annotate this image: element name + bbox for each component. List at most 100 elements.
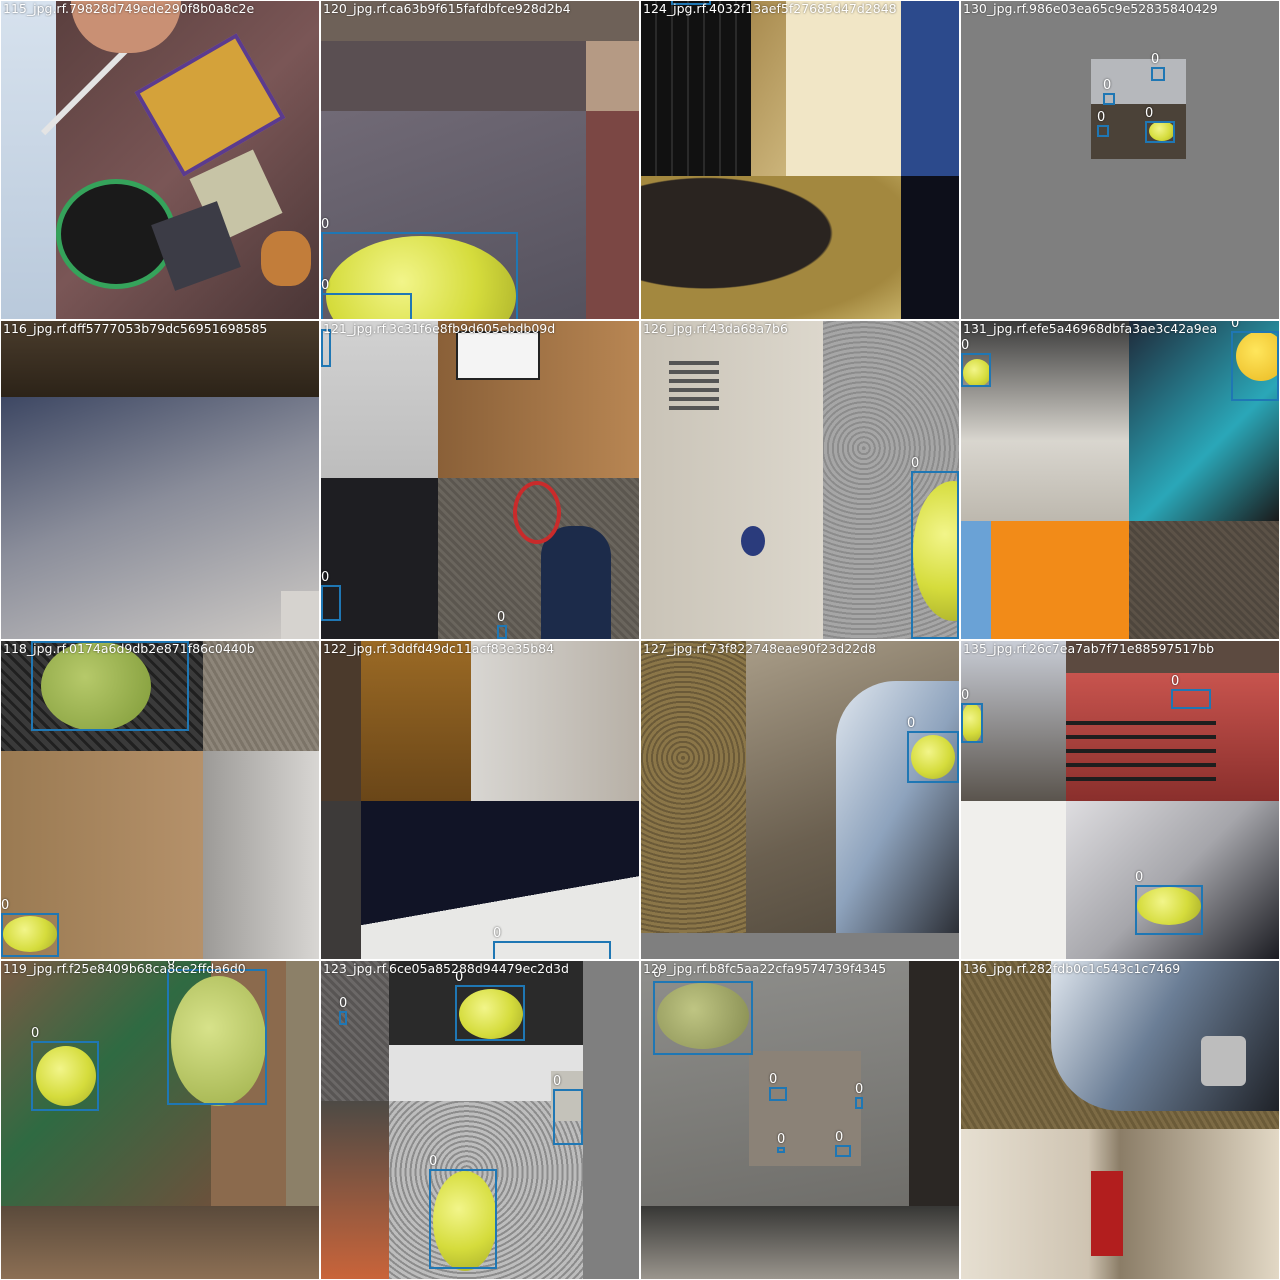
tile-filename: 126_jpg.rf.43da68a7b6 — [643, 321, 788, 336]
tile-filename: 135_jpg.rf.26c7ea7ab7f71e88597517bb — [963, 641, 1215, 656]
class-label: 0 — [1151, 52, 1160, 67]
image-region — [321, 641, 361, 801]
tennis-ball — [1149, 121, 1175, 141]
image-region — [321, 41, 586, 111]
detection-box — [321, 329, 331, 367]
class-label: 0 — [835, 1130, 844, 1145]
detection-box: 0 — [671, 1, 711, 5]
wall — [961, 801, 1066, 959]
image-region — [641, 176, 901, 319]
mosaic-tile-10: 0 122_jpg.rf.3ddfd49dc11acf83e35b84 — [321, 641, 639, 959]
class-label: 0 — [493, 926, 502, 941]
image-region — [1129, 521, 1279, 639]
class-label: 0 — [339, 996, 348, 1011]
image-region — [321, 1101, 389, 1279]
detection-box: 0 — [907, 717, 959, 783]
detection-box: 0 — [31, 641, 189, 731]
detection-box: 0 — [961, 689, 983, 743]
tennis-ball — [1236, 331, 1279, 381]
mosaic-tile-4: 0 0 0 0 130_jpg.rf.986e03ea65c9e52835840… — [961, 1, 1279, 319]
tile-filename: 116_jpg.rf.dff5777053b79dc56951698585 — [3, 321, 268, 336]
tile-filename: 131_jpg.rf.efe5a46968dbfa3ae3c42a9ea — [963, 321, 1218, 336]
mosaic-tile-2: 0 0 120_jpg.rf.ca63b9f615fafdbfce928d2b4 — [321, 1, 639, 319]
image-region — [1, 1, 56, 319]
image-region — [901, 1, 959, 176]
detection-box: 0 — [961, 339, 991, 387]
tile-filename: 121_jpg.rf.3c31f6e8fb9d605ebdb09d — [323, 321, 556, 336]
detection-box: 0 — [777, 1133, 785, 1153]
tennis-ball — [459, 989, 523, 1039]
tile-filename: 124_jpg.rf.4032f13aef5f27685d47d2848 — [643, 1, 897, 16]
drawer-stripes — [1066, 721, 1216, 791]
detection-box: 0 — [1145, 107, 1175, 143]
tennis-player — [541, 526, 611, 639]
wall — [786, 1, 901, 176]
class-label: 0 — [321, 217, 330, 232]
class-label: 0 — [1103, 78, 1112, 93]
detection-box: 0 — [1231, 321, 1279, 401]
padlock — [741, 526, 765, 556]
mosaic-tile-9: 0 0 118_jpg.rf.0174a6d9db2e871f86c0440b — [1, 641, 319, 959]
image-region — [321, 1, 639, 41]
detection-box: 0 — [497, 611, 507, 639]
tennis-ball — [171, 976, 266, 1106]
detection-box: 0 — [1135, 871, 1203, 935]
detection-box: 0 — [855, 1083, 863, 1109]
tennis-ball — [3, 916, 57, 952]
detection-box: 0 — [167, 961, 267, 1105]
mosaic-tile-3: 0 124_jpg.rf.4032f13aef5f27685d47d2848 — [641, 1, 959, 319]
class-label: 0 — [961, 688, 970, 703]
tennis-ball — [1137, 887, 1201, 925]
detection-box: 0 — [1097, 111, 1109, 137]
mosaic-tile-5: 116_jpg.rf.dff5777053b79dc56951698585 — [1, 321, 319, 639]
red-locker — [1091, 1171, 1123, 1256]
mosaic-tile-11: 0 127_jpg.rf.73f822748eae90f23d22d8 — [641, 641, 959, 959]
detection-box: 0 — [321, 279, 412, 319]
wall — [1, 397, 319, 639]
image-region — [1091, 59, 1186, 104]
image-region — [961, 521, 991, 639]
shelves — [961, 321, 1129, 521]
detection-box: 0 — [339, 997, 347, 1025]
tennis-bag — [1051, 961, 1279, 1111]
image-region — [991, 521, 1129, 639]
tile-filename: 130_jpg.rf.986e03ea65c9e52835840429 — [963, 1, 1218, 16]
tennis-bag — [836, 681, 959, 933]
mosaic-tile-15: 0 0 0 0 0 129_jpg.rf.b8fc5aa22cfa9574739… — [641, 961, 959, 1279]
tile-filename: 127_jpg.rf.73f822748eae90f23d22d8 — [643, 641, 877, 656]
image-region — [321, 801, 361, 959]
class-label: 0 — [1, 898, 10, 913]
image-region — [586, 111, 639, 319]
image-region — [361, 801, 639, 959]
class-label: 0 — [961, 338, 970, 353]
tile-filename: 122_jpg.rf.3ddfd49dc11acf83e35b84 — [323, 641, 555, 656]
mini-mosaic — [1091, 59, 1186, 159]
tile-filename: 120_jpg.rf.ca63b9f615fafdbfce928d2b4 — [323, 1, 571, 16]
tile-filename: 129_jpg.rf.b8fc5aa22cfa9574739f4345 — [643, 961, 887, 976]
tile-filename: 119_jpg.rf.f25e8409b68ca8ce2ffda6d0 — [3, 961, 246, 976]
class-label: 0 — [1135, 870, 1144, 885]
tile-filename: 115_jpg.rf.79828d749ede290f8b0a8c2e — [3, 1, 255, 16]
image-region — [551, 1071, 583, 1121]
mosaic-tile-13: 0 0 119_jpg.rf.f25e8409b68ca8ce2ffda6d0 — [1, 961, 319, 1279]
class-label: 0 — [553, 1074, 562, 1089]
class-label: 0 — [907, 716, 916, 731]
detection-box: 0 — [1, 899, 59, 957]
wall — [203, 751, 319, 959]
detection-box: 0 — [31, 1027, 99, 1111]
class-label: 0 — [167, 961, 176, 969]
image-region — [641, 1206, 959, 1279]
detection-box: 0 — [1103, 79, 1115, 105]
carpet — [321, 961, 389, 1101]
door — [361, 641, 471, 801]
tennis-ball — [911, 735, 955, 779]
class-label: 0 — [429, 1154, 438, 1169]
tennis-ball — [963, 359, 991, 387]
detection-box: 0 — [553, 1075, 583, 1145]
detection-box: 0 — [429, 1155, 497, 1269]
tennis-ball — [657, 983, 749, 1049]
bag-buckle — [1201, 1036, 1246, 1086]
door-sign — [456, 331, 540, 380]
mosaic-tile-8: 0 0 131_jpg.rf.efe5a46968dbfa3ae3c42a9ea — [961, 321, 1279, 639]
class-label: 0 — [769, 1072, 778, 1087]
